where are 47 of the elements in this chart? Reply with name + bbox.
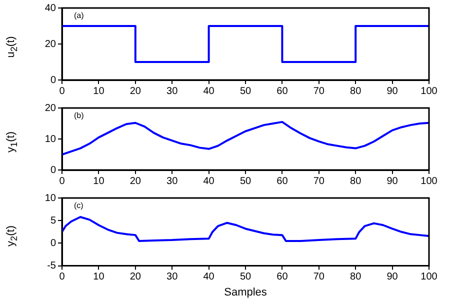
x-tick-label: 40 <box>203 272 215 283</box>
x-tick-label: 80 <box>350 272 362 283</box>
x-tick-label: 50 <box>240 86 252 97</box>
y-tick-label: 20 <box>44 38 56 50</box>
x-tick-label: 50 <box>240 176 252 187</box>
x-tick-label: 50 <box>240 272 252 283</box>
y-tick-label: -5 <box>47 260 56 272</box>
y-tick-label: 40 <box>44 2 56 14</box>
x-tick-label: 0 <box>59 86 66 97</box>
y-tick-label: 20 <box>44 102 56 114</box>
y-tick-label: 0 <box>50 238 56 249</box>
x-tick-label: 100 <box>420 176 438 187</box>
x-tick-label: 90 <box>386 176 398 187</box>
x-tick-label: 30 <box>166 86 178 97</box>
y-tick-label: 0 <box>50 74 56 86</box>
x-tick-label: 0 <box>59 176 66 187</box>
x-tick-label: 0 <box>59 272 66 283</box>
x-tick-label: 30 <box>166 272 178 283</box>
annotation: (c) <box>74 201 84 210</box>
y-tick-label: 10 <box>44 134 56 145</box>
y-tick-label: 0 <box>50 164 56 176</box>
x-tick-label: 80 <box>350 176 362 187</box>
x-tick-label: 70 <box>313 176 325 187</box>
x-tick-label: 90 <box>386 86 398 97</box>
x-axis-title: Samples <box>224 286 268 298</box>
y-tick-label: 10 <box>44 192 56 204</box>
x-tick-label: 10 <box>93 176 105 187</box>
x-tick-label: 90 <box>386 272 398 283</box>
x-tick-label: 60 <box>276 86 288 97</box>
x-tick-label: 30 <box>166 176 178 187</box>
x-tick-label: 20 <box>130 86 142 97</box>
x-tick-label: 100 <box>420 272 438 283</box>
x-tick-label: 100 <box>420 86 438 97</box>
y-tick-label: 5 <box>50 215 56 226</box>
x-tick-label: 10 <box>93 86 105 97</box>
x-tick-label: 20 <box>130 176 142 187</box>
annotation: (b) <box>74 111 84 120</box>
x-tick-label: 80 <box>350 86 362 97</box>
x-tick-label: 10 <box>93 272 105 283</box>
x-tick-label: 40 <box>203 86 215 97</box>
x-tick-label: 20 <box>130 272 142 283</box>
x-tick-label: 70 <box>313 272 325 283</box>
x-tick-label: 60 <box>276 272 288 283</box>
x-tick-label: 40 <box>203 176 215 187</box>
x-tick-label: 70 <box>313 86 325 97</box>
x-tick-label: 60 <box>276 176 288 187</box>
annotation: (a) <box>74 11 84 20</box>
